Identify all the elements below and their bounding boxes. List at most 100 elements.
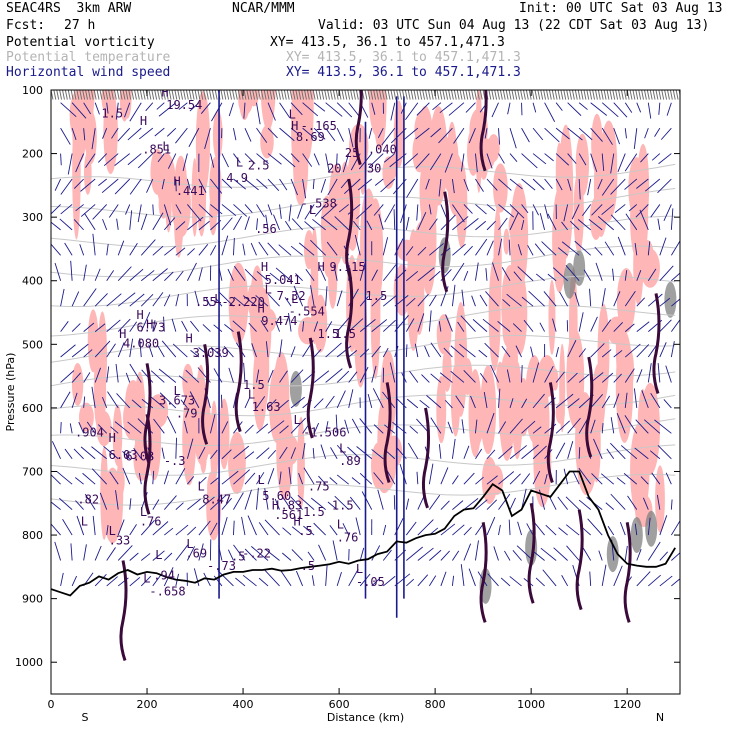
pv-top-band — [574, 90, 578, 100]
wind-vector — [498, 178, 512, 191]
wind-vector — [291, 526, 303, 536]
wind-vector — [521, 296, 534, 307]
wind-vector — [452, 262, 465, 281]
wind-vector — [574, 240, 591, 256]
pv-extremum-label: .82 — [77, 492, 99, 506]
pv-top-band — [404, 90, 408, 100]
wind-vector — [83, 212, 96, 231]
wind-vector — [578, 178, 581, 200]
wind-vector — [326, 241, 338, 256]
wind-vector — [129, 102, 142, 122]
wind-vector — [452, 550, 460, 561]
wind-vector — [290, 417, 306, 434]
wind-vector — [117, 342, 125, 358]
pv-shading — [297, 416, 305, 509]
x-tick-label: 600 — [329, 698, 350, 711]
wind-vector — [578, 153, 587, 166]
pv-top-band — [70, 90, 74, 100]
pv-shading — [456, 161, 468, 249]
pv-top-band — [335, 90, 339, 100]
wind-vector — [567, 153, 577, 164]
pv-top-band — [113, 90, 117, 100]
wind-vector — [106, 270, 115, 281]
wind-vector — [486, 204, 496, 212]
wind-vector — [325, 342, 342, 358]
pv-extremum-label: -.538 — [301, 197, 337, 211]
pv-shading — [71, 363, 84, 406]
pv-extremum-label: .5 — [298, 524, 312, 538]
theta-contour — [51, 275, 676, 307]
wind-vector — [233, 469, 251, 485]
wind-vector — [178, 375, 188, 383]
wind-vector — [163, 495, 177, 510]
wind-vector — [137, 204, 142, 223]
wind-vector — [415, 153, 430, 169]
wind-vector — [129, 268, 144, 282]
pv-top-band — [370, 90, 374, 100]
wind-vector — [288, 313, 292, 332]
wind-vector — [438, 178, 442, 197]
wind-vector — [146, 178, 154, 193]
wind-vector — [129, 552, 139, 561]
pv-top-band — [652, 90, 656, 100]
wind-vector — [601, 372, 614, 383]
pv-top-band — [641, 90, 644, 100]
wind-vector — [417, 246, 427, 256]
wind-vector — [97, 424, 108, 434]
pv-extremum-label: .75 — [308, 480, 330, 494]
wind-vector — [374, 178, 384, 186]
pv-extremum-label: L — [337, 518, 344, 532]
wind-vector — [660, 127, 672, 140]
wind-vector — [665, 472, 672, 485]
wind-vector — [242, 243, 246, 256]
wind-vector — [94, 102, 100, 115]
wind-vector — [115, 490, 119, 510]
wind-vector — [567, 372, 578, 383]
wind-vector — [383, 153, 396, 163]
wind-vector — [75, 204, 84, 212]
wind-vector — [163, 204, 172, 226]
wind-vector — [406, 270, 419, 282]
wind-vector — [361, 491, 373, 510]
wind-vector — [642, 497, 649, 510]
pv-extremum-label: 2.5 — [248, 158, 270, 172]
wind-vector — [574, 292, 580, 307]
wind-vector — [129, 524, 137, 536]
pv-shading — [182, 393, 197, 486]
wind-vector — [470, 395, 476, 409]
pv-extremum-label: 1.5 — [101, 106, 123, 120]
wind-vector — [106, 244, 109, 256]
wind-vector — [624, 270, 628, 281]
pv-shading — [503, 228, 510, 255]
pv-top-band — [347, 90, 351, 100]
wind-vector — [80, 178, 96, 192]
wind-vector — [284, 297, 292, 307]
wind-vector — [210, 204, 223, 215]
wind-vector — [429, 153, 442, 171]
wind-vector — [484, 128, 488, 139]
wind-vector — [204, 128, 211, 149]
wind-vector — [429, 549, 442, 561]
pv-shading — [480, 138, 495, 167]
wind-vector — [371, 102, 376, 115]
wind-vector — [139, 338, 142, 358]
wind-vector — [279, 425, 289, 434]
wind-vector — [475, 220, 487, 231]
wind-vector — [194, 290, 200, 307]
wind-vector — [417, 267, 435, 282]
wind-vector — [382, 237, 389, 256]
wind-vector — [138, 127, 154, 140]
pv-shading — [380, 49, 399, 89]
wind-vector — [329, 477, 338, 485]
wind-vector — [86, 421, 96, 434]
pv-extremum-label: L — [289, 108, 296, 122]
wind-vector — [624, 368, 635, 383]
wind-vector — [244, 548, 257, 561]
wind-vector — [624, 178, 638, 190]
pv-top-band — [546, 90, 549, 100]
wind-vector — [313, 398, 324, 409]
wind-vector — [213, 324, 223, 332]
wind-vector — [114, 153, 131, 166]
wind-vector — [613, 291, 621, 307]
wind-vector — [244, 472, 256, 485]
